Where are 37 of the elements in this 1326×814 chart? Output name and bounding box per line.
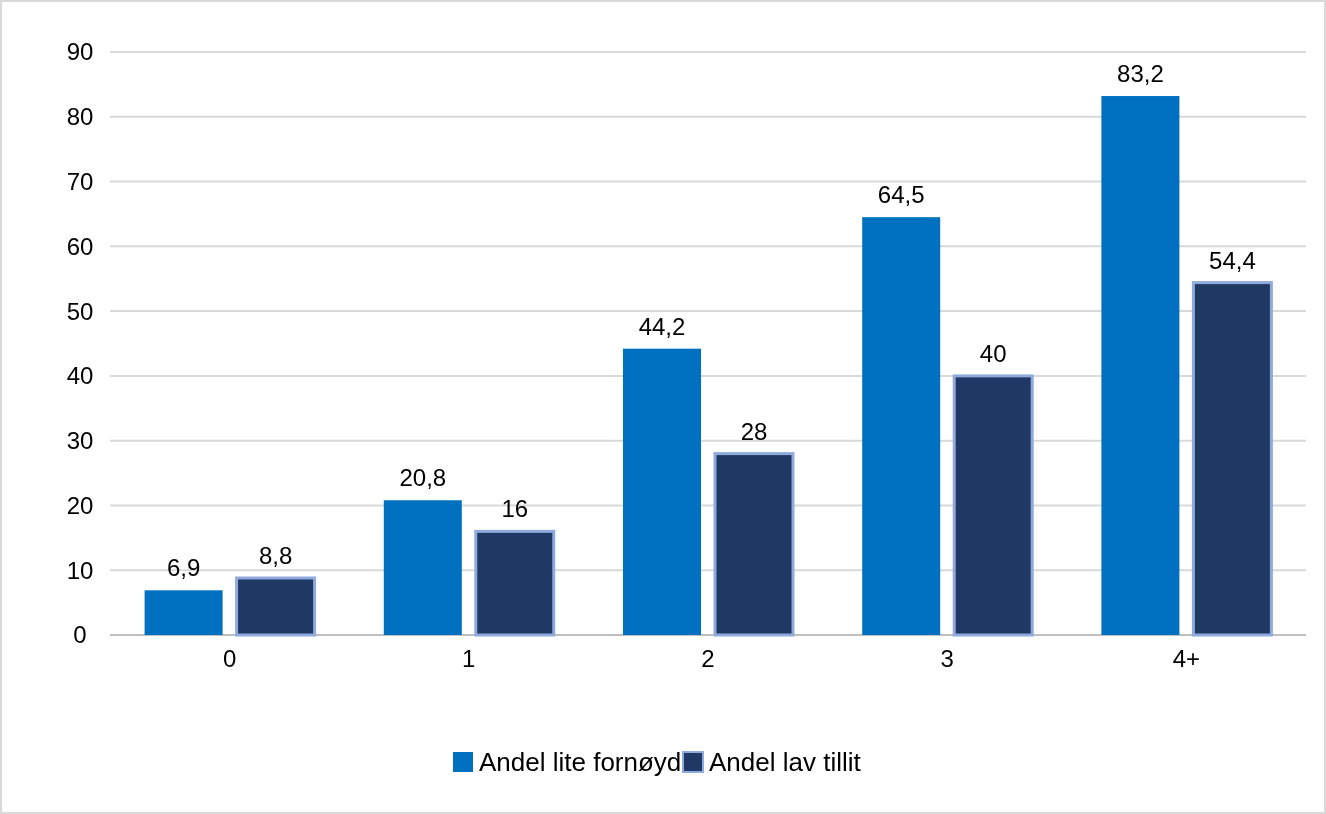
legend-label: Andel lite fornøyd [479, 747, 682, 778]
x-tick-label: 1 [462, 645, 476, 672]
y-tick-label: 90 [66, 38, 94, 66]
x-tick-label: 2 [701, 645, 715, 672]
bar [623, 348, 701, 635]
y-tick-label: 70 [66, 167, 94, 195]
data-label: 54,4 [1209, 246, 1256, 274]
bar [144, 590, 223, 635]
y-tick-label: 20 [66, 491, 94, 519]
bar [862, 217, 941, 635]
bar [1191, 281, 1273, 637]
data-label: 8,8 [258, 542, 293, 569]
bar [952, 374, 1034, 637]
y-tick-label: 40 [66, 362, 94, 390]
data-label: 16 [501, 495, 529, 523]
data-label: 64,5 [877, 181, 925, 209]
data-label: 28 [740, 417, 768, 445]
x-tick-label: 4+ [1172, 645, 1201, 672]
bar [713, 452, 795, 637]
y-tick-label: 80 [66, 103, 94, 131]
y-tick-label: 10 [66, 556, 94, 584]
legend-label: Andel lav tillit [709, 747, 862, 778]
y-tick-label: 0 [73, 621, 87, 649]
x-tick-label: 0 [222, 645, 237, 672]
bar [235, 576, 317, 637]
y-tick-label: 50 [66, 297, 94, 325]
x-tick-label: 3 [940, 645, 954, 672]
data-label: 20,8 [399, 464, 447, 492]
y-tick-label: 60 [66, 232, 94, 260]
bar [383, 500, 462, 635]
y-tick-label: 30 [66, 427, 94, 455]
data-label: 83,2 [1117, 60, 1164, 88]
bar [1101, 96, 1180, 635]
data-label: 6,9 [166, 554, 201, 582]
data-label: 44,2 [638, 312, 686, 340]
data-label: 40 [979, 339, 1007, 367]
bar [474, 529, 556, 637]
